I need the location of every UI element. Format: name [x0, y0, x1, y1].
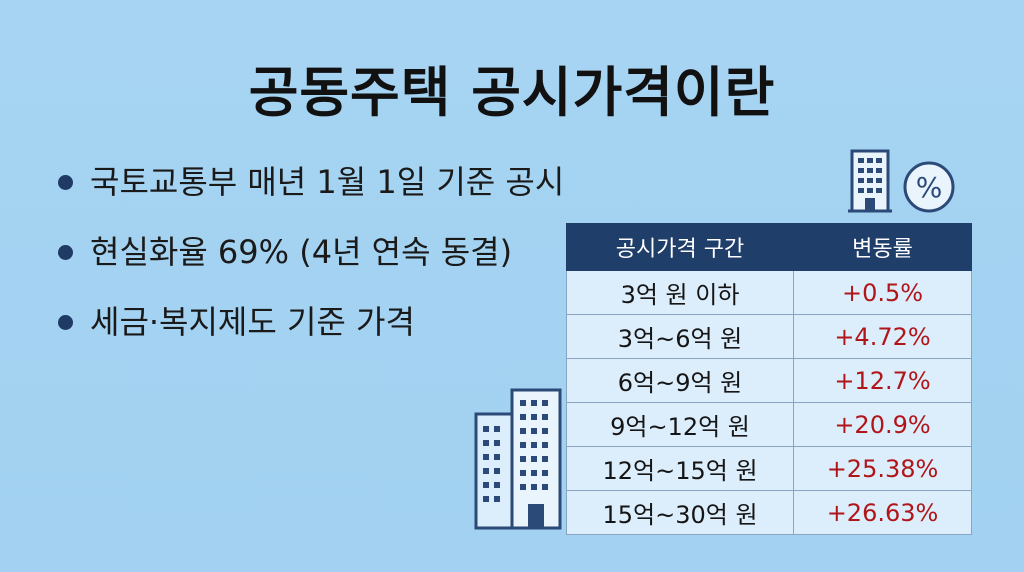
range-cell: 9억~12억 원 [566, 402, 794, 447]
table-row: 3억~6억 원 +4.72% [566, 314, 972, 359]
table-header-row: 공시가격 구간 변동률 [566, 223, 972, 271]
percent-icon: % [903, 161, 955, 213]
bullet-text: 현실화율 69% (4년 연속 동결) [90, 233, 513, 271]
table-row: 9억~12억 원 +20.9% [566, 402, 972, 447]
table-row: 15억~30억 원 +26.63% [566, 490, 972, 535]
range-cell: 3억~6억 원 [566, 314, 794, 359]
range-cell: 15억~30억 원 [566, 490, 794, 535]
bullet-dot-icon [58, 315, 73, 330]
rate-table: 공시가격 구간 변동률 3억 원 이하 +0.5% 3억~6억 원 +4.72%… [566, 223, 972, 535]
table-row: 3억 원 이하 +0.5% [566, 270, 972, 315]
bullet-text: 국토교통부 매년 1월 1일 기준 공시 [90, 163, 565, 201]
change-cell: +20.9% [793, 402, 972, 447]
page-title: 공동주택 공시가격이란 [248, 61, 776, 124]
table-row: 12억~15억 원 +25.38% [566, 446, 972, 491]
bullet-dot-icon [58, 175, 73, 190]
change-cell: +4.72% [793, 314, 972, 359]
header-change: 변동률 [793, 223, 972, 271]
building-large-icon [474, 388, 562, 530]
percent-icon-label: % [916, 171, 943, 204]
bullet-item: 현실화율 69% (4년 연속 동결) [58, 230, 564, 274]
bullet-item: 국토교통부 매년 1월 1일 기준 공시 [58, 160, 564, 204]
change-cell: +26.63% [793, 490, 972, 535]
bullet-item: 세금·복지제도 기준 가격 [58, 300, 564, 344]
change-cell: +0.5% [793, 270, 972, 315]
building-small-icon [848, 149, 892, 213]
range-cell: 6억~9억 원 [566, 358, 794, 403]
bullet-list: 국토교통부 매년 1월 1일 기준 공시 현실화율 69% (4년 연속 동결)… [58, 160, 564, 370]
range-cell: 3억 원 이하 [566, 270, 794, 315]
range-cell: 12억~15억 원 [566, 446, 794, 491]
change-cell: +12.7% [793, 358, 972, 403]
bullet-text: 세금·복지제도 기준 가격 [90, 303, 415, 341]
change-cell: +25.38% [793, 446, 972, 491]
table-row: 6억~9억 원 +12.7% [566, 358, 972, 403]
bullet-dot-icon [58, 245, 73, 260]
header-range: 공시가격 구간 [566, 223, 794, 271]
